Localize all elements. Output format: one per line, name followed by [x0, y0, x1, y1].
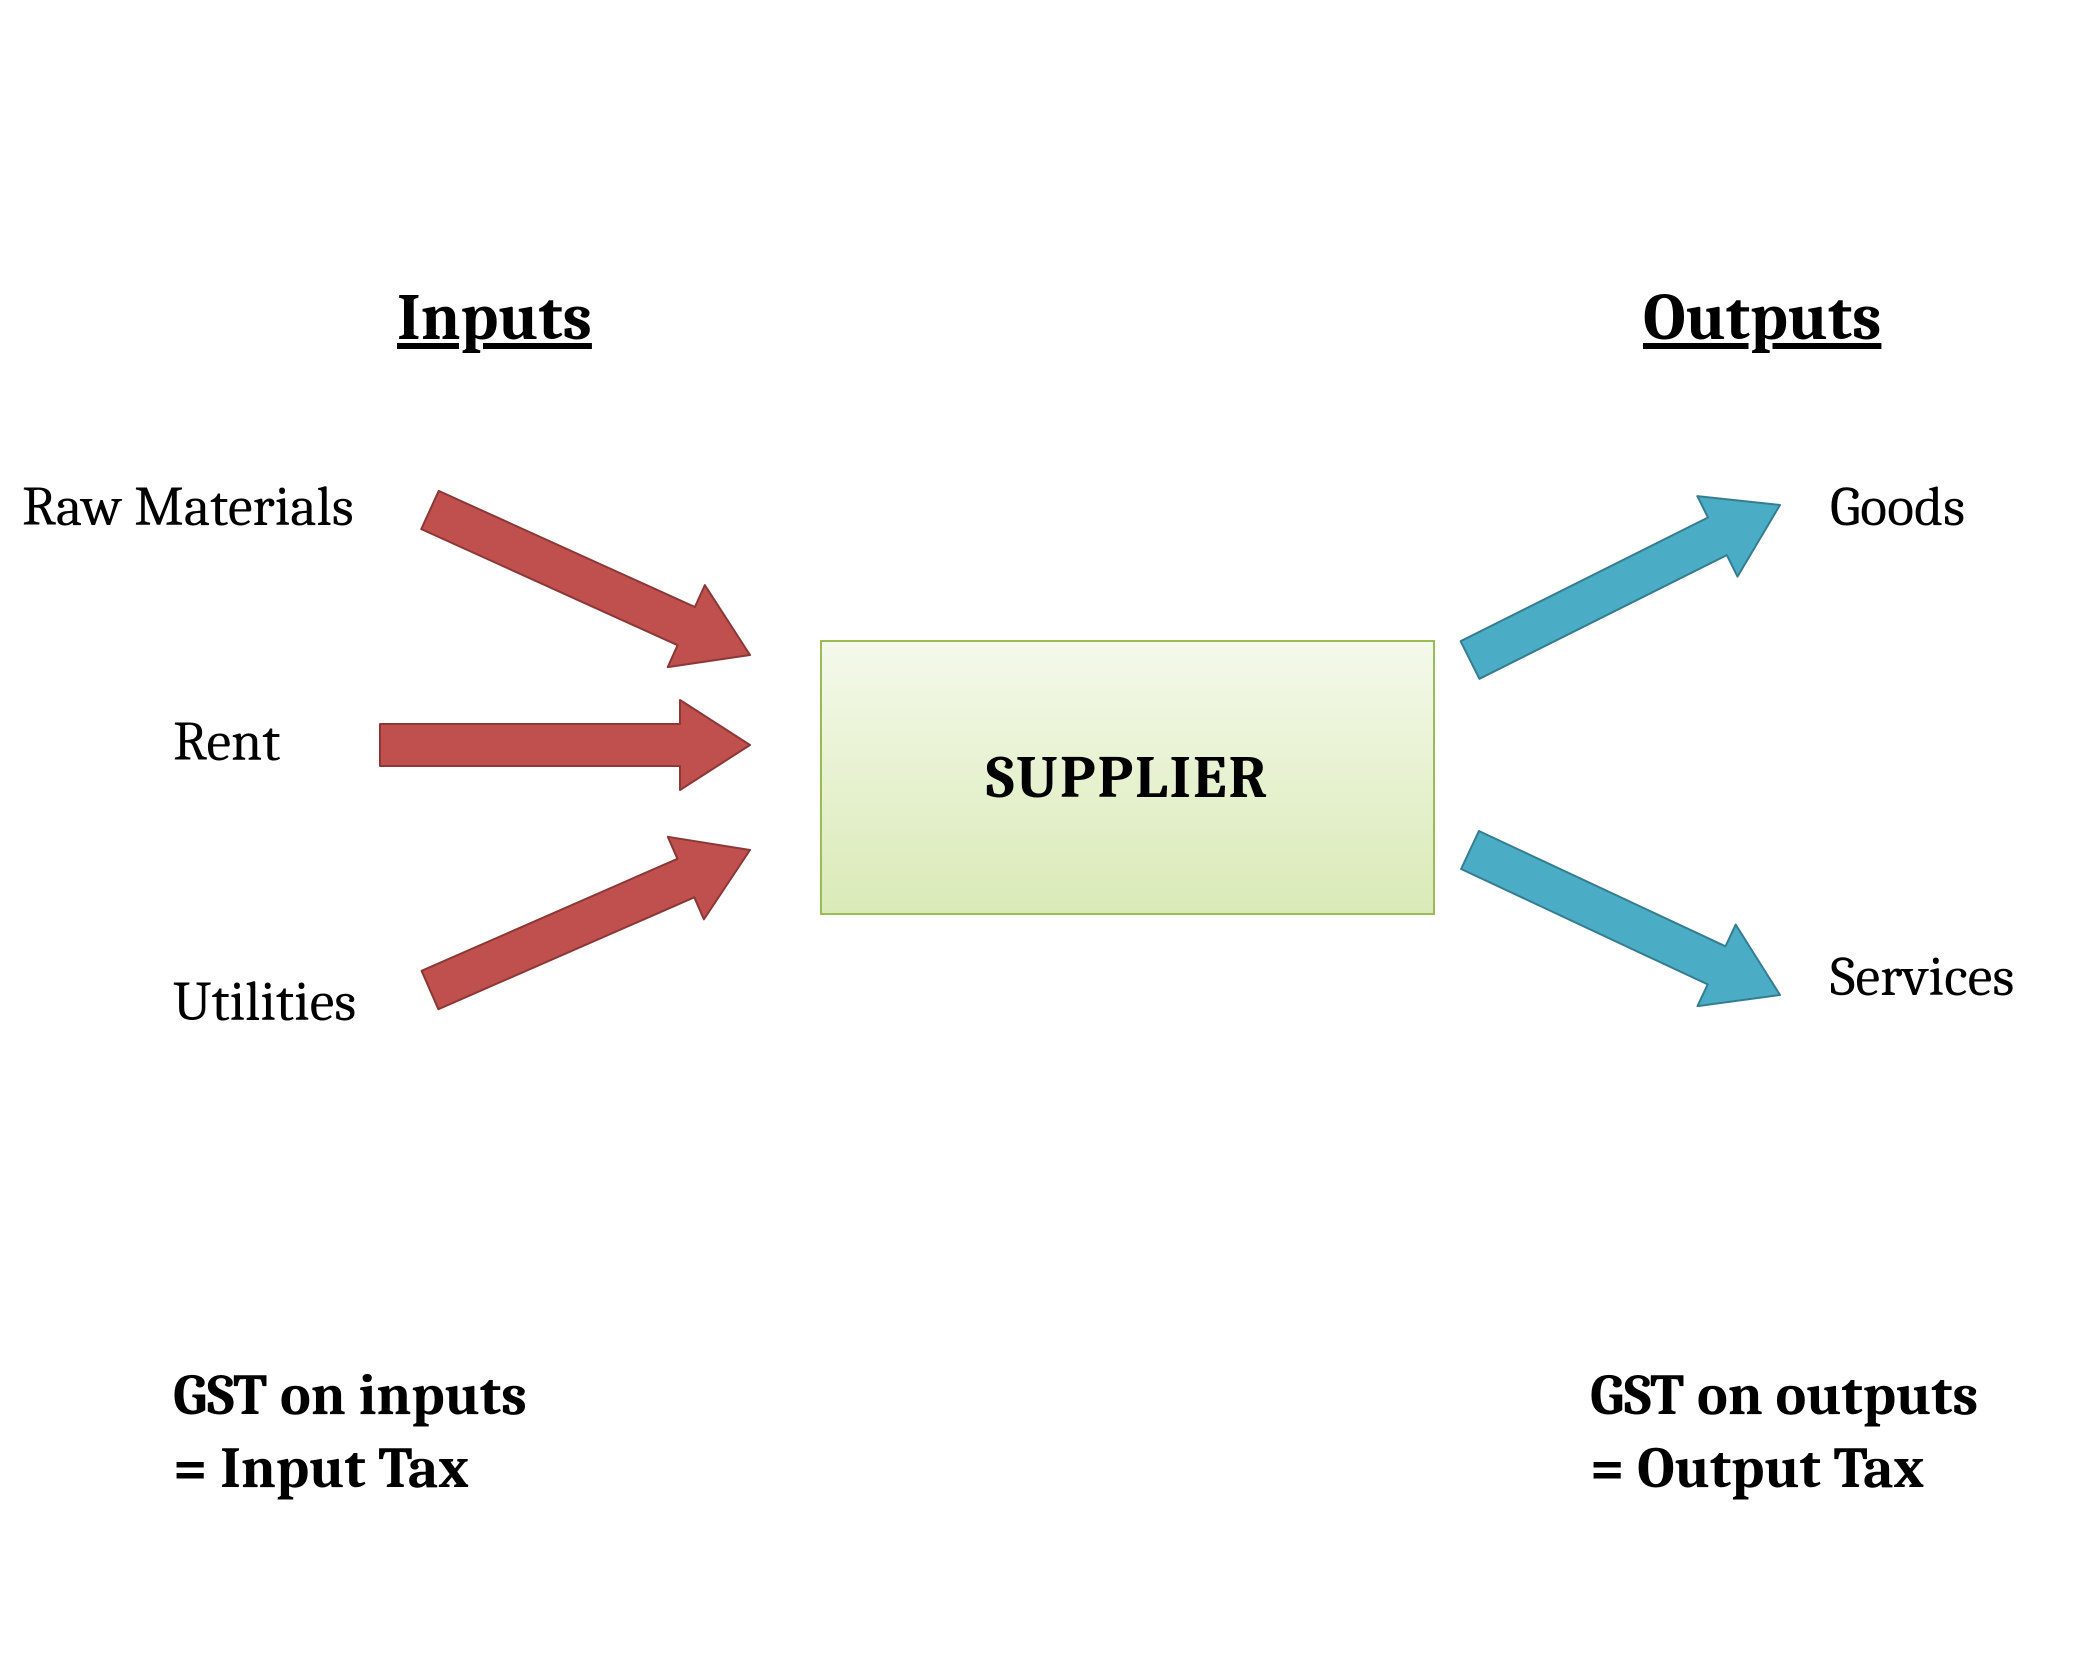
input-arrow-1 [421, 491, 750, 667]
output-arrow-2 [1461, 831, 1780, 1006]
output-arrow-1 [1461, 496, 1780, 679]
supplier-node: SUPPLIER [820, 640, 1435, 915]
input-arrow-2 [380, 700, 750, 790]
input-arrow-3 [422, 837, 750, 1009]
